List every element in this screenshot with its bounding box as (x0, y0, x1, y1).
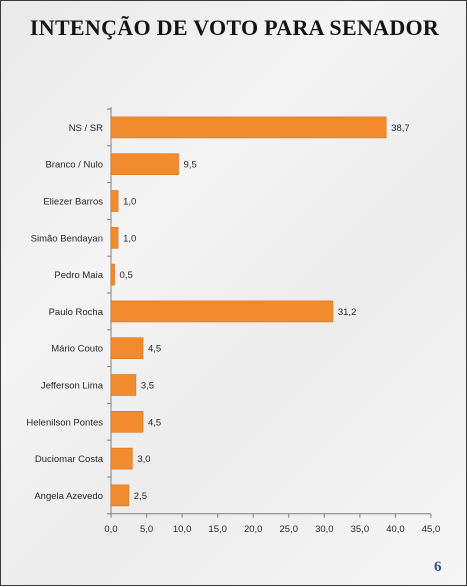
data-label: 0,5 (120, 270, 133, 281)
x-tick-label: 5,0 (140, 524, 153, 535)
bar (110, 227, 119, 249)
category-label: Angela Azevedo (34, 491, 103, 502)
category-label: Eliezer Barros (43, 197, 103, 208)
data-label: 9,5 (184, 160, 197, 171)
category-label: Paulo Rocha (49, 307, 104, 318)
data-label: 31,2 (338, 307, 357, 318)
bar (110, 484, 130, 507)
bar (110, 447, 133, 470)
bar (110, 190, 119, 212)
x-tick-label: 0,0 (104, 524, 117, 535)
x-tick-label: 20,0 (244, 524, 263, 535)
data-label: 38,7 (391, 123, 410, 134)
data-label: 1,0 (123, 197, 136, 208)
bar (110, 153, 179, 175)
category-label: Pedro Maia (54, 270, 103, 281)
x-tick-label: 10,0 (173, 524, 192, 535)
category-label: Jefferson Lima (41, 381, 104, 392)
bar (110, 337, 144, 360)
chart-title: INTENÇÃO DE VOTO PARA SENADOR (29, 15, 440, 40)
data-label: 2,5 (134, 491, 147, 502)
bar (110, 410, 144, 433)
category-label: NS / SR (69, 123, 103, 134)
bar (110, 116, 387, 139)
x-tick-label: 45,0 (422, 524, 441, 535)
x-tick-label: 35,0 (351, 524, 370, 535)
bar (110, 263, 115, 286)
x-tick-label: 40,0 (386, 524, 405, 535)
data-label: 1,0 (123, 233, 136, 244)
bar (110, 374, 137, 396)
page-number: 6 (434, 559, 442, 575)
x-tick-label: 25,0 (280, 524, 299, 535)
category-label: Helenilson Pontes (26, 417, 103, 428)
data-label: 3,5 (141, 381, 154, 392)
data-label: 4,5 (148, 344, 161, 355)
x-tick-label: 15,0 (208, 524, 227, 535)
category-label: Branco / Nulo (45, 160, 103, 171)
category-label: Simão Bendayan (31, 233, 103, 244)
x-tick-label: 30,0 (315, 524, 334, 535)
category-label: Mário Couto (51, 344, 103, 355)
data-label: 4,5 (148, 417, 161, 428)
category-label: Duciomar Costa (35, 454, 104, 465)
data-label: 3,0 (137, 454, 150, 465)
bar (110, 300, 334, 323)
